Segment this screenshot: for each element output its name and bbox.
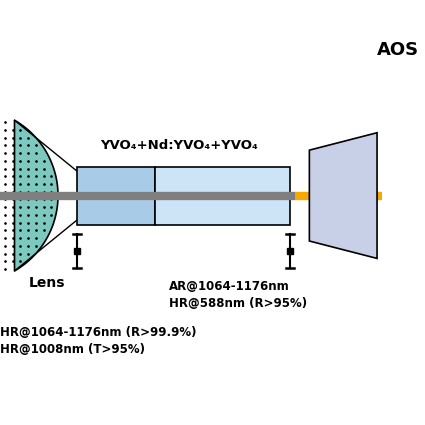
Text: AR@1064-1176nm
HR@588nm (R>95%): AR@1064-1176nm HR@588nm (R>95%): [169, 280, 307, 310]
Text: YVO₄+Nd:YVO₄+YVO₄: YVO₄+Nd:YVO₄+YVO₄: [100, 139, 258, 152]
Bar: [77, 167, 155, 224]
Polygon shape: [309, 133, 377, 258]
Bar: [155, 167, 290, 224]
Text: Lens: Lens: [29, 276, 65, 290]
Polygon shape: [14, 120, 58, 271]
Text: AOS: AOS: [377, 41, 419, 59]
Text: HR@1064-1176nm (R>99.9%)
HR@1008nm (T>95%): HR@1064-1176nm (R>99.9%) HR@1008nm (T>95…: [0, 326, 196, 356]
